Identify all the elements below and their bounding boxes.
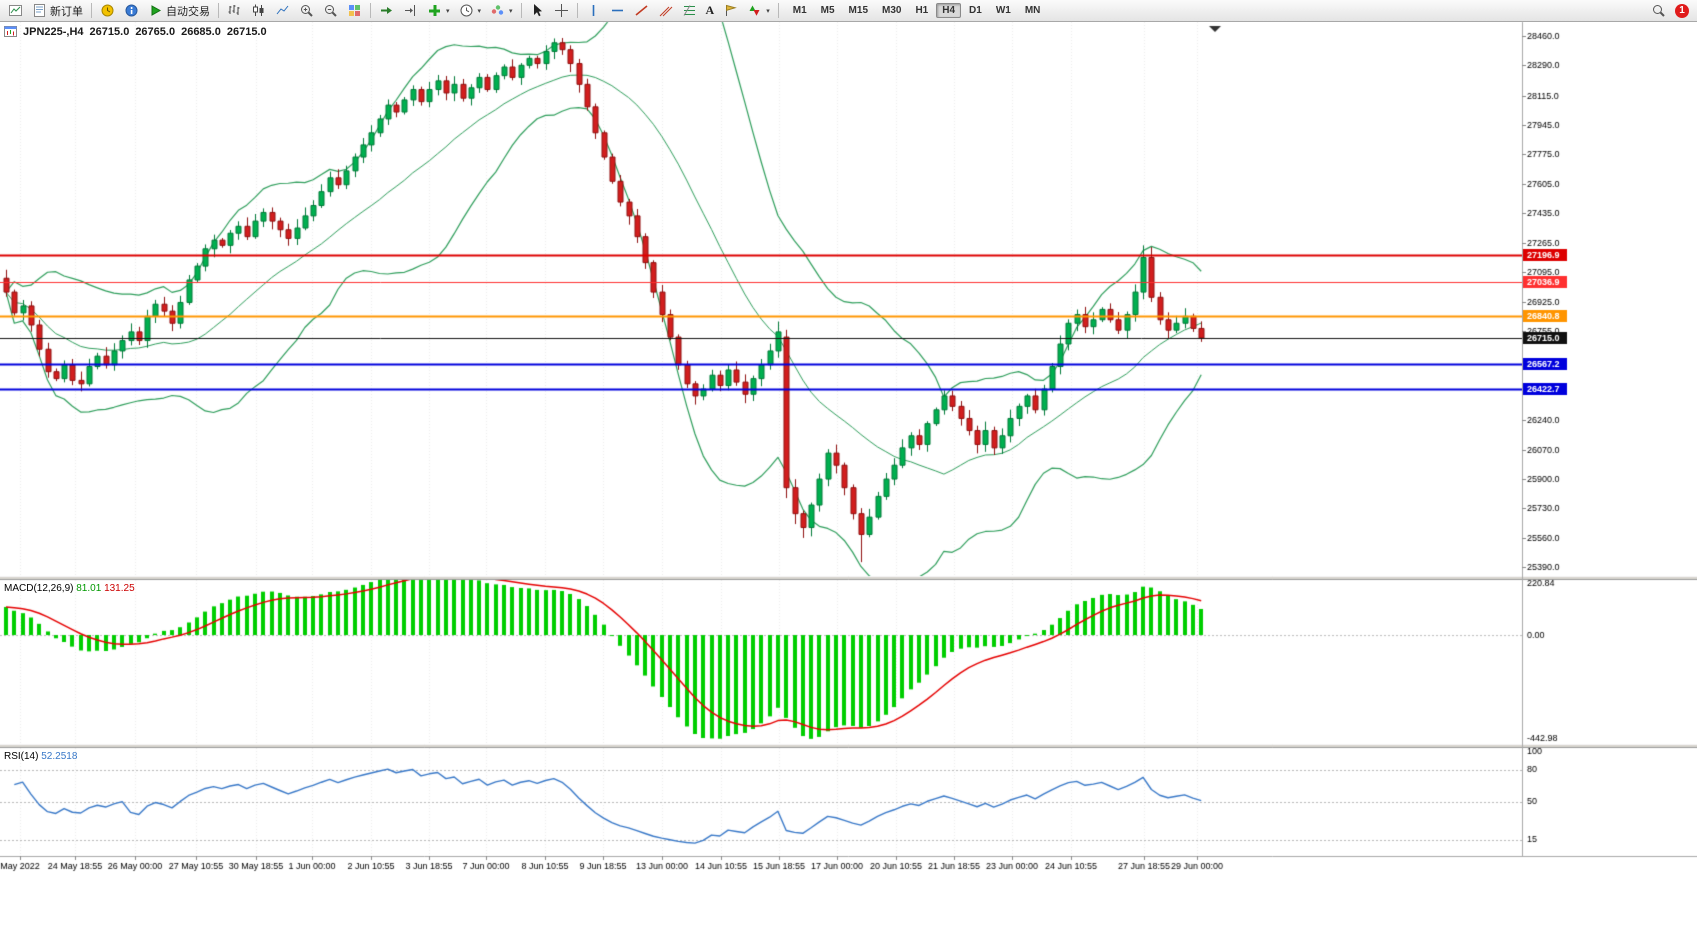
- timeframe-m1-button[interactable]: M1: [792, 5, 807, 16]
- arrows-icon: [749, 5, 760, 16]
- vertical-line-icon: [592, 5, 594, 16]
- dropdown-caret-icon: ▾: [477, 7, 482, 15]
- bar-chart-button[interactable]: [223, 1, 246, 21]
- autotrade-label: 自动交易: [166, 5, 210, 18]
- periods-button[interactable]: ▾: [455, 1, 486, 21]
- zoom-out-icon: [325, 5, 337, 17]
- toolbar-separator: [576, 3, 578, 18]
- alerts-icon: [125, 4, 138, 17]
- new-chart-icon: [9, 5, 22, 16]
- bar-chart-icon: [228, 5, 240, 15]
- dropdown-caret-icon: ▾: [446, 7, 450, 15]
- timeframe-mn-button[interactable]: MN: [1024, 5, 1041, 16]
- alerts-button[interactable]: [120, 1, 143, 21]
- chart-shift-button[interactable]: [399, 1, 422, 21]
- text-label-tool-button[interactable]: [719, 1, 742, 21]
- tile-windows-icon: [349, 5, 360, 16]
- timeframe-h1-button[interactable]: H1: [915, 5, 929, 16]
- trendline-icon: [635, 5, 648, 16]
- toolbar-separator: [370, 3, 371, 18]
- horizontal-line-icon: [611, 9, 623, 12]
- timeframe-d1-button[interactable]: D1: [969, 5, 982, 16]
- candlestick-chart-button[interactable]: [247, 1, 270, 21]
- channel-icon: [659, 6, 672, 17]
- text-tool-button[interactable]: A: [702, 1, 719, 21]
- auto-scroll-button[interactable]: [375, 1, 398, 21]
- timeframe-group: M1 M5 M15 M30 H1 H4 D1 W1 MN: [787, 3, 1047, 18]
- new-chart-button[interactable]: [4, 1, 27, 21]
- timeframe-h4-button[interactable]: H4: [936, 3, 962, 18]
- trendline-tool-button[interactable]: [630, 1, 653, 21]
- cursor-icon: [533, 4, 542, 17]
- toolbar-separator: [91, 3, 92, 18]
- timeframe-w1-button[interactable]: W1: [995, 5, 1011, 16]
- toolbar: 新订单 自动交易 ▾ ▾ ▾: [0, 0, 1697, 22]
- crosshair-button[interactable]: [550, 1, 573, 21]
- arrows-tool-button[interactable]: ▾: [743, 1, 774, 21]
- templates-button[interactable]: ▾: [486, 1, 517, 21]
- timeframe-m5-button[interactable]: M5: [820, 5, 835, 16]
- zoom-in-button[interactable]: [295, 1, 318, 21]
- search-icon: [1653, 5, 1665, 17]
- clock-icon: [460, 4, 473, 17]
- toolbar-separator: [520, 3, 522, 18]
- notification-badge[interactable]: 1: [1675, 3, 1689, 18]
- tile-windows-button[interactable]: [343, 1, 366, 21]
- autotrade-play-icon: [151, 5, 162, 16]
- text-label-icon: [726, 4, 738, 16]
- channel-tool-button[interactable]: [654, 1, 677, 21]
- history-center-button[interactable]: [96, 1, 119, 21]
- autotrade-button[interactable]: 自动交易: [144, 1, 214, 21]
- timeframe-m30-button[interactable]: M30: [882, 5, 902, 16]
- fibonacci-icon: [683, 5, 695, 16]
- search-button[interactable]: [1647, 1, 1670, 21]
- crosshair-icon: [554, 4, 568, 17]
- text-tool-label: A: [705, 3, 715, 17]
- new-order-button[interactable]: 新订单: [28, 1, 87, 21]
- fibonacci-tool-button[interactable]: [678, 1, 701, 21]
- zoom-out-button[interactable]: [319, 1, 342, 21]
- toolbar-separator: [218, 3, 219, 18]
- indicators-plus-icon: [429, 5, 440, 16]
- line-chart-icon: [276, 5, 289, 15]
- candlestick-chart-icon: [253, 4, 264, 16]
- history-center-icon: [101, 4, 114, 17]
- vertical-line-tool-button[interactable]: [582, 1, 605, 21]
- dropdown-caret-icon: ▾: [509, 7, 513, 15]
- dropdown-caret-icon: ▾: [766, 7, 770, 15]
- new-order-label: 新订单: [50, 5, 83, 18]
- templates-icon: [491, 5, 504, 15]
- timeframe-m15-button[interactable]: M15: [848, 5, 868, 16]
- new-order-icon: [34, 4, 45, 17]
- zoom-in-icon: [301, 5, 313, 17]
- toolbar-separator: [777, 3, 779, 18]
- horizontal-line-tool-button[interactable]: [606, 1, 629, 21]
- auto-scroll-icon: [381, 7, 392, 14]
- line-chart-button[interactable]: [271, 1, 294, 21]
- indicators-button[interactable]: ▾: [423, 1, 454, 21]
- chart-shift-icon: [405, 5, 415, 16]
- cursor-button[interactable]: [526, 1, 549, 21]
